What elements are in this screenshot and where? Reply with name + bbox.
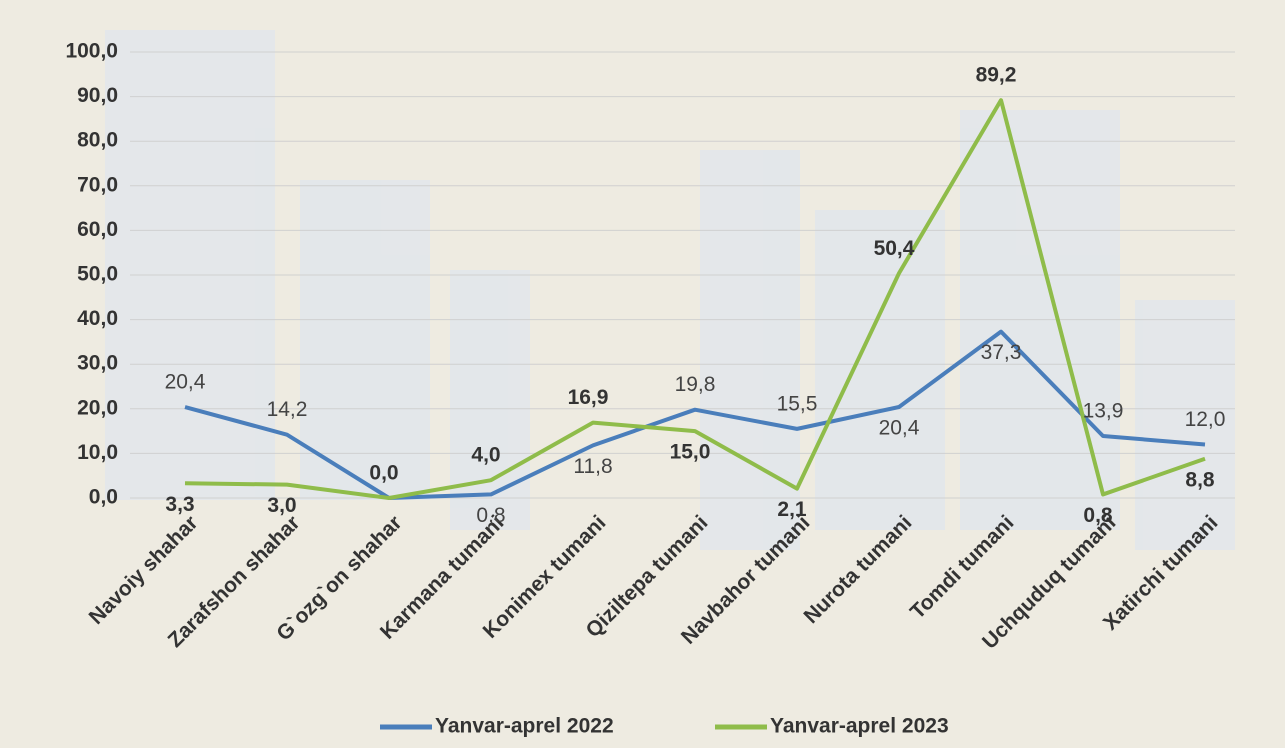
building [815,210,945,530]
y-tick-label: 20,0 [77,396,118,419]
building [700,150,800,550]
background-buildings [105,30,1235,550]
y-tick-label: 0,0 [89,486,118,509]
y-tick-label: 80,0 [77,129,118,152]
data-label: 16,9 [568,386,609,409]
y-tick-label: 50,0 [77,263,118,286]
data-label: 19,8 [675,373,716,396]
data-label: 3,0 [267,494,296,517]
data-label: 4,0 [471,444,500,467]
data-label: 0,8 [1083,504,1113,527]
building [1135,300,1235,550]
y-tick-label: 100,0 [65,40,118,63]
x-tick-label: Navoiy shahar [85,511,203,629]
data-label: 8,8 [1185,468,1215,491]
data-label: 12,0 [1185,408,1226,431]
data-label: 15,5 [777,392,818,415]
series-line [184,98,1206,500]
legend-label: Yanvar-aprel 2023 [770,715,949,738]
building [105,30,275,500]
data-label: 15,0 [670,441,711,464]
data-label: 3,3 [165,493,194,516]
y-tick-label: 40,0 [77,307,118,330]
data-label: 13,9 [1083,400,1124,423]
y-tick-label: 60,0 [77,218,118,241]
data-label: 0,8 [476,504,505,527]
data-label: 50,4 [874,237,915,260]
y-tick-label: 30,0 [77,352,118,375]
y-tick-label: 90,0 [77,84,118,107]
y-tick-label: 70,0 [77,173,118,196]
building [450,270,530,530]
building [300,180,430,500]
legend-label: Yanvar-aprel 2022 [435,715,614,738]
data-label: 89,2 [976,64,1017,87]
data-label: 0,0 [369,462,398,485]
data-label: 11,8 [573,455,612,478]
y-tick-label: 10,0 [77,441,118,464]
data-label: 37,3 [981,341,1022,364]
data-label: 2,1 [777,498,807,521]
data-label: 14,2 [267,398,308,421]
data-label: 20,4 [879,417,920,440]
data-label: 20,4 [165,371,206,394]
series-line [184,329,1206,500]
